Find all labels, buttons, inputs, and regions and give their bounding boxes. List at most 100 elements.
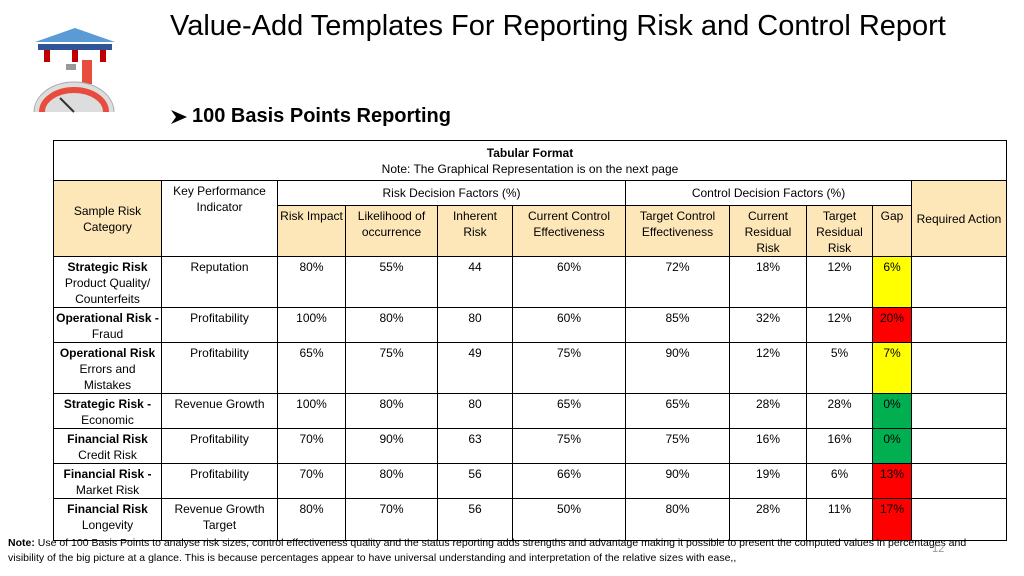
logo-gauge (33, 81, 115, 113)
action-cell (911, 428, 1007, 464)
value-cell: 56 (437, 498, 513, 541)
action-cell (911, 498, 1007, 541)
table-row: Financial Risk - Market Risk Profitability… (53, 463, 1007, 499)
category-cell: Strategic Risk Product Quality/ Counterfe… (53, 256, 162, 308)
value-cell: 90% (345, 428, 438, 464)
action-cell (911, 256, 1007, 308)
risk-table: Tabular Format Note: The Graphical Repres… (53, 140, 1007, 541)
value-cell: 72% (625, 256, 730, 308)
table-row: Financial Risk Credit Risk Profitability 70… (53, 428, 1007, 464)
kpi-cell: Revenue Growth Target (161, 498, 278, 541)
bullet-arrow (171, 110, 187, 124)
value-cell: 80% (625, 498, 730, 541)
table-row: Strategic Risk - Economic Revenue Growth 10… (53, 393, 1007, 429)
note-text: Use of 100 Basis Points to analyse risk … (8, 537, 967, 564)
value-cell: 65% (277, 342, 346, 394)
header-cell: Target Control Effectiveness (625, 205, 730, 257)
logo-block (82, 60, 92, 84)
value-cell: 75% (345, 342, 438, 394)
table-row: Tabular Format Note: The Graphical Repres… (53, 140, 1007, 181)
table-row: Operational Risk Errors and Mistakes Profi… (53, 342, 1007, 394)
logo-pillar (100, 50, 106, 62)
title: Value-Add Templates For Reporting Risk a… (170, 10, 946, 42)
category-detail: Market Risk (75, 483, 140, 497)
logo-needle (59, 97, 75, 113)
value-cell: 85% (625, 307, 730, 343)
logo-pillar (44, 50, 50, 62)
gap-cell: 7% (872, 342, 912, 394)
note-label: Note: (8, 537, 35, 549)
category-cell: Financial Risk Credit Risk (53, 428, 162, 464)
category-cell: Financial Risk Longevity (53, 498, 162, 541)
gap-cell: 13% (872, 463, 912, 499)
subtitle: 100 Basis Points Reporting (192, 105, 451, 127)
category-title: Financial Risk (67, 502, 148, 516)
category-title: Strategic Risk - (63, 397, 152, 411)
table-row: Risk Impact Likelihood of occurrence Inher… (54, 205, 1007, 257)
value-cell: 28% (729, 498, 807, 541)
bullet (171, 110, 187, 124)
value-cell: 12% (806, 307, 873, 343)
value-cell: 32% (729, 307, 807, 343)
category-title: Financial Risk (67, 432, 148, 446)
value-cell: 65% (625, 393, 730, 429)
value-cell: 65% (512, 393, 626, 429)
table-row: Operational Risk - Fraud Profitability 100%… (53, 307, 1007, 343)
gap-cell: 20% (872, 307, 912, 343)
footer-note: Note: Use of 100 Basis Points to analyse… (8, 536, 998, 566)
category-cell: Operational Risk Errors and Mistakes (53, 342, 162, 394)
category-cell: Financial Risk - Market Risk (53, 463, 162, 499)
category-cell: Operational Risk - Fraud (53, 307, 162, 343)
value-cell: 6% (806, 463, 873, 499)
kpi-cell: Profitability (161, 307, 278, 343)
value-cell: 80% (277, 498, 346, 541)
category-detail: Credit Risk (78, 448, 137, 462)
logo-pillar (72, 50, 78, 62)
page-number: 12 (932, 543, 945, 555)
value-cell: 63 (437, 428, 513, 464)
gap-cell: 17% (872, 498, 912, 541)
category-title: Operational Risk (59, 346, 156, 360)
logo-gauge-arc (39, 87, 109, 113)
value-cell: 80% (345, 463, 438, 499)
value-cell: 70% (345, 498, 438, 541)
value-cell: 12% (806, 256, 873, 308)
logo-roof (35, 28, 115, 42)
value-cell: 75% (625, 428, 730, 464)
header-cell: Likelihood of occurrence (345, 205, 438, 257)
category-detail: Product Quality/ Counterfeits (64, 276, 151, 306)
value-cell: 80% (345, 393, 438, 429)
kpi-cell: Revenue Growth (161, 393, 278, 429)
value-cell: 80 (437, 307, 513, 343)
action-cell (911, 393, 1007, 429)
action-cell (911, 307, 1007, 343)
value-cell: 12% (729, 342, 807, 394)
action-cell (911, 342, 1007, 394)
value-cell: 19% (729, 463, 807, 499)
value-cell: 70% (277, 463, 346, 499)
header-cell: Sample Risk Category (53, 180, 162, 257)
table-row: Sample Risk Category Key Performance Indi… (53, 180, 1007, 257)
value-cell: 66% (512, 463, 626, 499)
table-row: Financial Risk Longevity Revenue Growth Ta… (53, 498, 1007, 541)
category-detail: Economic (81, 413, 134, 427)
category-title: Strategic Risk (67, 260, 148, 274)
header-cell: Current Residual Risk (729, 205, 807, 257)
value-cell: 49 (437, 342, 513, 394)
logo-block (66, 64, 76, 70)
value-cell: 5% (806, 342, 873, 394)
logo-beam (38, 44, 112, 50)
value-cell: 60% (512, 307, 626, 343)
value-cell: 11% (806, 498, 873, 541)
header-group: Risk Decision Factors (%) (277, 180, 626, 206)
category-detail: Errors and Mistakes (79, 362, 136, 392)
value-cell: 28% (729, 393, 807, 429)
header-cell: Required Action (911, 180, 1007, 257)
category-detail: Longevity (81, 518, 134, 532)
action-cell (911, 463, 1007, 499)
logo (33, 28, 115, 113)
value-cell: 80 (437, 393, 513, 429)
value-cell: 100% (277, 307, 346, 343)
category-title: Financial Risk - (63, 467, 152, 481)
